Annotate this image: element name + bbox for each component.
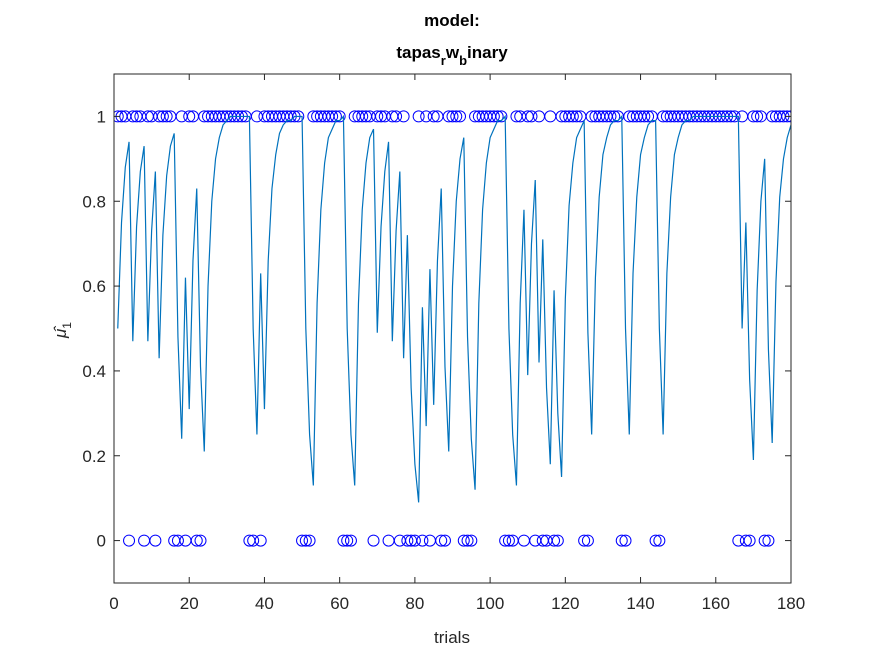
y-tick-label: 0.8 [82, 192, 106, 211]
input-marker [401, 534, 414, 547]
input-marker [751, 110, 764, 123]
y-tick-label: 0.2 [82, 447, 106, 466]
y-tick-label: 0.4 [82, 362, 106, 381]
input-marker [194, 534, 207, 547]
x-axis-label: trials [434, 628, 470, 647]
input-marker [649, 534, 662, 547]
chart-title: tapasrwbinary [396, 43, 508, 68]
input-marker [408, 534, 421, 547]
input-marker [438, 534, 451, 547]
input-marker [303, 534, 316, 547]
y-tick-label: 0 [97, 532, 106, 551]
input-marker [457, 534, 470, 547]
input-marker [326, 110, 339, 123]
y-tick-label: 0.6 [82, 277, 106, 296]
title-segment: inary [467, 43, 508, 62]
input-marker [299, 534, 312, 547]
input-marker [390, 110, 403, 123]
input-marker [781, 110, 791, 123]
x-tick-label: 120 [551, 594, 579, 613]
input-marker [341, 534, 354, 547]
input-marker [608, 110, 621, 123]
input-marker [454, 110, 467, 123]
input-marker [254, 534, 267, 547]
x-tick-label: 140 [626, 594, 654, 613]
chart-title: model: [424, 11, 480, 30]
input-marker [114, 110, 124, 123]
input-marker [183, 110, 196, 123]
input-marker [758, 534, 771, 547]
y-label-symbol: μ̂ [51, 326, 70, 339]
input-marker [123, 534, 136, 547]
input-marker [160, 110, 173, 123]
y-label-subscript: 1 [60, 322, 74, 329]
input-marker [412, 110, 425, 123]
input-marker [292, 110, 305, 123]
input-marker [149, 534, 162, 547]
title-segment: r [441, 53, 446, 68]
input-marker [190, 534, 203, 547]
input-marker [126, 110, 139, 123]
input-marker [499, 534, 512, 547]
input-marker [525, 110, 538, 123]
input-marker [356, 110, 369, 123]
x-tick-label: 0 [109, 594, 118, 613]
input-marker [604, 110, 617, 123]
input-marker [344, 534, 357, 547]
input-marker [247, 534, 260, 547]
input-marker [615, 534, 628, 547]
trajectory-line [117, 114, 791, 503]
input-marker [171, 534, 184, 547]
input-marker [446, 110, 459, 123]
input-marker [502, 534, 515, 547]
input-marker [578, 534, 591, 547]
input-marker [461, 534, 474, 547]
input-marker [495, 110, 508, 123]
input-marker [570, 110, 583, 123]
input-marker [296, 534, 309, 547]
input-marker [465, 534, 478, 547]
input-marker [551, 534, 564, 547]
input-marker [566, 110, 579, 123]
y-tick-label: 1 [97, 107, 106, 126]
x-tick-label: 160 [702, 594, 730, 613]
input-marker [581, 534, 594, 547]
x-tick-label: 180 [777, 594, 805, 613]
input-marker [416, 534, 429, 547]
x-tick-label: 80 [405, 594, 424, 613]
input-marker [619, 534, 632, 547]
input-marker [548, 534, 561, 547]
input-marker [653, 534, 666, 547]
input-marker [435, 534, 448, 547]
title-segment: b [459, 53, 467, 68]
input-marker [743, 534, 756, 547]
input-marker [450, 110, 463, 123]
y-axis-label: μ̂1 [51, 322, 74, 339]
input-marker [337, 534, 350, 547]
axes-box [113, 73, 792, 584]
title-segment: tapas [396, 43, 440, 62]
input-marker [333, 110, 346, 123]
input-marker [642, 110, 655, 123]
input-marker [371, 110, 384, 123]
input-marker [427, 110, 440, 123]
x-tick-label: 20 [180, 594, 199, 613]
input-marker [739, 534, 752, 547]
x-tick-label: 60 [330, 594, 349, 613]
input-marker [156, 110, 169, 123]
input-marker [397, 110, 410, 123]
input-marker [638, 110, 651, 123]
title-segment: w [445, 43, 460, 62]
input-marker [487, 110, 500, 123]
x-tick-label: 40 [255, 594, 274, 613]
input-marker [762, 534, 775, 547]
x-tick-label: 100 [476, 594, 504, 613]
input-marker [747, 110, 760, 123]
input-marker [367, 534, 380, 547]
